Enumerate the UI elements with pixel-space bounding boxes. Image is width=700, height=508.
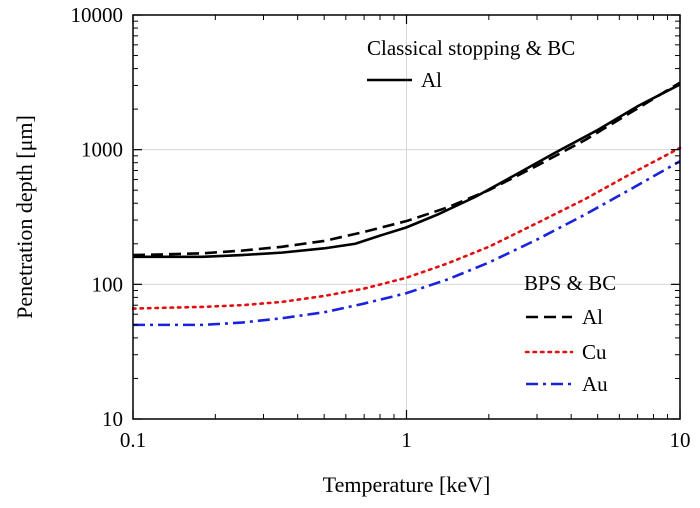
ticks — [132, 14, 681, 420]
y-tick-label: 10000 — [71, 3, 124, 27]
x-tick-label: 0.1 — [120, 428, 146, 452]
x-tick-label: 10 — [670, 428, 691, 452]
legend-label-0: Al — [421, 68, 442, 92]
series-line-2 — [131, 146, 682, 310]
legend-label-1: Al — [582, 305, 603, 329]
legend-title-classical: Classical stopping & BC — [367, 36, 575, 60]
legend-title-bps: BPS & BC — [524, 271, 616, 295]
legend-label-2: Cu — [582, 340, 607, 364]
tick-labels: 0.1 1 10 10 100 1000 10000 — [71, 3, 691, 452]
series-line-0 — [133, 83, 681, 259]
y-tick-label: 10 — [102, 407, 123, 431]
y-tick-label: 1000 — [81, 138, 123, 162]
y-tick-label: 100 — [92, 272, 124, 296]
series-line-1 — [132, 81, 681, 257]
x-axis-label: Temperature [keV] — [323, 472, 491, 497]
legend-label-3: Au — [582, 372, 608, 396]
x-tick-label: 1 — [401, 428, 412, 452]
legend: Classical stopping & BC Al BPS & BC Al Cu Au — [367, 36, 616, 396]
series-line-3 — [133, 160, 681, 327]
series-layer — [131, 81, 682, 327]
y-axis-label: Penetration depth [μm] — [12, 115, 37, 319]
